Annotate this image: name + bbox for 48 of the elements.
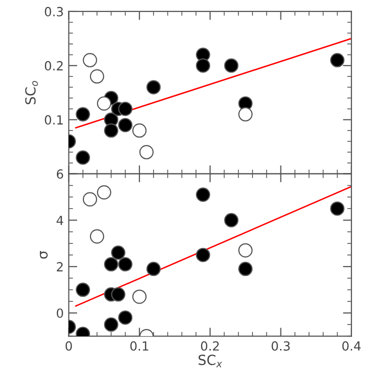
y-axis-title: σ: [40, 250, 48, 259]
point: [330, 53, 344, 68]
point: [224, 58, 238, 73]
point: [111, 287, 126, 302]
point: [132, 290, 147, 304]
x-tick-label: 0.3: [272, 341, 290, 351]
point: [104, 123, 118, 138]
point: [118, 257, 132, 272]
point: [238, 243, 253, 258]
point: [118, 102, 132, 116]
point: [90, 69, 104, 84]
point: [118, 310, 132, 325]
point: [196, 248, 210, 262]
point: [238, 107, 253, 122]
x-tick-label: 0.4: [342, 341, 361, 351]
y-tick-label: 0: [56, 308, 64, 318]
x-axis-title: SC$_{x}$: [198, 354, 222, 368]
point: [111, 246, 126, 260]
point: [330, 201, 344, 216]
y-tick-label: 6: [56, 169, 64, 179]
y-axis-title: SC$_{o}$: [25, 80, 38, 104]
x-tick-label: 0.2: [200, 341, 219, 351]
point: [82, 53, 98, 68]
point: [82, 192, 98, 206]
point: [132, 123, 147, 138]
point: [90, 229, 104, 244]
y-tick-label: 0.1: [44, 115, 63, 125]
x-tick-label: 0.1: [130, 341, 148, 351]
point: [118, 118, 132, 132]
y-tick-label: 4: [56, 216, 64, 225]
x-tick-label: 0: [66, 341, 72, 351]
point: [238, 262, 253, 276]
point: [146, 80, 161, 94]
point: [196, 188, 210, 202]
point: [76, 107, 90, 122]
point: [146, 262, 161, 276]
y-tick-label: 0.2: [44, 61, 63, 71]
point: [139, 145, 154, 160]
point: [76, 282, 90, 297]
y-tick-label: 2: [56, 262, 63, 272]
point: [76, 150, 90, 165]
point: [224, 213, 238, 228]
point: [104, 257, 118, 272]
point: [104, 317, 118, 332]
point: [96, 185, 112, 200]
point: [96, 96, 112, 111]
y-tick-label: 0.3: [44, 6, 63, 16]
point: [196, 58, 210, 73]
